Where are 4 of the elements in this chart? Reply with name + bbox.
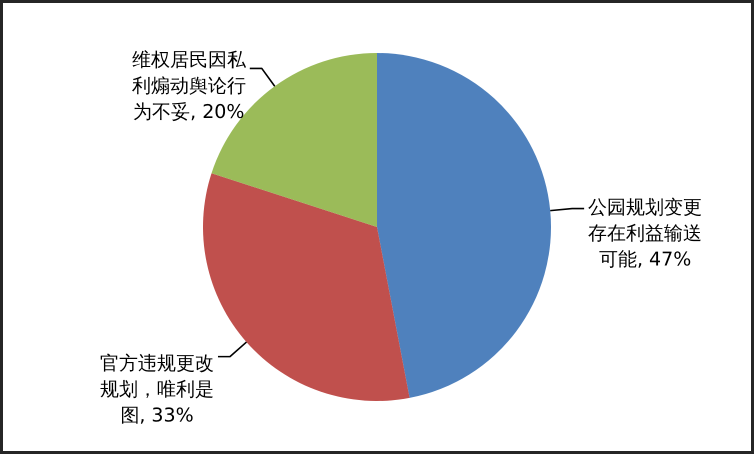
slice-label: 公园规划变更存在利益输送可能, 47% xyxy=(588,196,702,271)
slice-label: 维权居民因私利煽动舆论行为不妥, 20% xyxy=(132,49,247,124)
slice-label: 官方违规更改规划，唯利是图, 33% xyxy=(100,352,214,426)
pie-slice xyxy=(377,53,551,398)
